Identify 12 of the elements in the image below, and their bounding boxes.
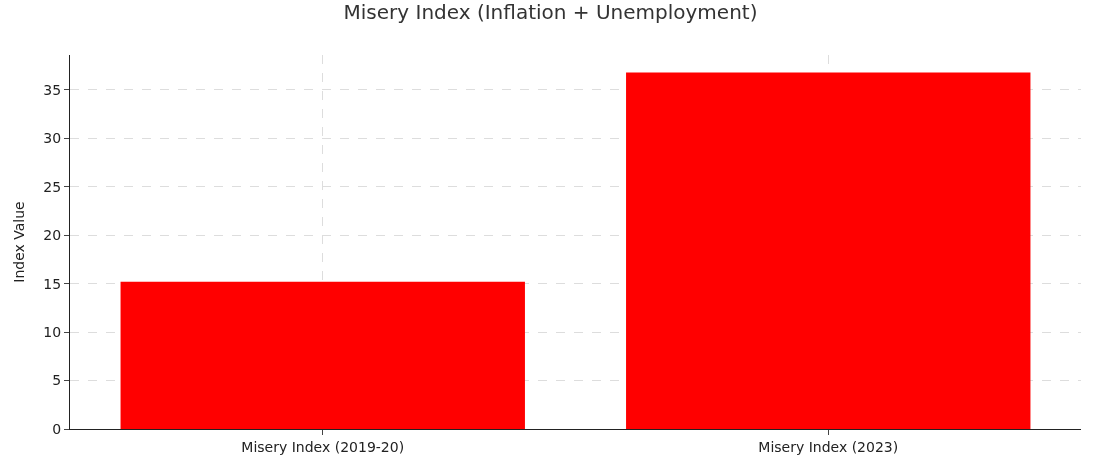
y-tick-label: 0 (52, 420, 62, 437)
x-tick-label: Misery Index (2019-20) (241, 438, 405, 455)
y-tick-label: 30 (43, 130, 62, 147)
y-tick-label: 15 (43, 275, 62, 292)
y-tick-label: 25 (43, 178, 62, 195)
y-tick-label: 20 (43, 227, 62, 244)
x-tick-label: Misery Index (2023) (758, 438, 899, 455)
chart-title: Misery Index (Inflation + Unemployment) (343, 0, 758, 24)
y-tick-label: 5 (52, 372, 62, 389)
y-axis-title: Index Value (10, 201, 27, 283)
y-tick-label: 10 (43, 324, 62, 341)
y-tick-label: 35 (43, 81, 62, 98)
